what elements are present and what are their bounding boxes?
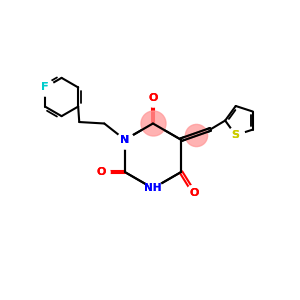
Text: O: O: [190, 188, 199, 198]
Text: O: O: [96, 167, 105, 177]
Text: S: S: [232, 130, 240, 140]
Text: NH: NH: [144, 183, 162, 193]
Text: F: F: [41, 82, 49, 92]
Text: F: F: [41, 82, 49, 92]
Text: N: N: [120, 135, 130, 145]
Text: S: S: [232, 130, 240, 140]
Text: O: O: [96, 167, 105, 177]
Text: N: N: [120, 135, 130, 145]
Text: NH: NH: [144, 183, 162, 193]
Text: O: O: [190, 188, 199, 198]
Text: O: O: [148, 94, 158, 103]
Text: O: O: [148, 94, 158, 103]
